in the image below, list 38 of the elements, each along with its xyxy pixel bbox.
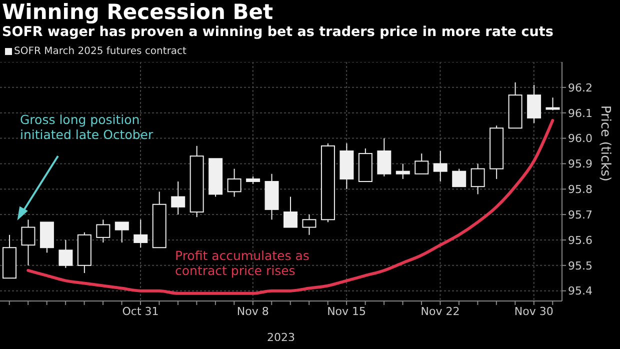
x-axis-title: 2023 [267, 331, 295, 344]
chart-title: Winning Recession Bet [2, 0, 274, 24]
y-tick-label: 95.6 [568, 234, 592, 247]
candlestick [433, 150, 448, 182]
candlestick [527, 84, 542, 124]
x-tick-label: Nov 15 [327, 304, 366, 318]
y-tick-label: 96.2 [568, 81, 592, 94]
chart-subtitle: SOFR wager has proven a winning bet as traders price in more rate cuts [2, 24, 554, 40]
x-tick-label: Nov 30 [514, 304, 554, 318]
candlestick [470, 163, 485, 195]
y-tick-label: 96.1 [568, 106, 592, 120]
candlestick [414, 153, 429, 174]
x-tick-label: Oct 31 [122, 304, 159, 318]
y-tick-label: 96.0 [568, 132, 592, 146]
candlestick [134, 219, 148, 248]
candlestick [58, 239, 73, 268]
y-tick-label: 95.8 [568, 183, 592, 196]
candlestick [396, 163, 410, 180]
candlestick [546, 97, 560, 111]
candlestick [114, 222, 129, 244]
candlestick [452, 168, 466, 188]
y-tick-label: 95.5 [568, 259, 592, 272]
candlestick [227, 168, 242, 198]
candlestick [171, 181, 186, 216]
candlestick [377, 138, 392, 177]
y-axis-title: Price (ticks) [597, 105, 612, 182]
candlestick [96, 219, 110, 244]
candlestick [284, 196, 298, 228]
annotation: Profit accumulates as contract price rises [175, 248, 310, 278]
candlestick [302, 214, 316, 236]
candlestick [21, 219, 36, 266]
y-tick-label: 95.9 [568, 158, 592, 171]
annotation: Gross long position initiated late October [20, 112, 154, 142]
legend-label: SOFR March 2025 futures contract [13, 46, 186, 57]
x-tick-label: Nov 8 [236, 304, 269, 318]
y-tick-label: 95.4 [568, 284, 592, 298]
x-tick-label: Nov 22 [420, 304, 460, 318]
y-tick-label: 95.7 [568, 208, 592, 222]
